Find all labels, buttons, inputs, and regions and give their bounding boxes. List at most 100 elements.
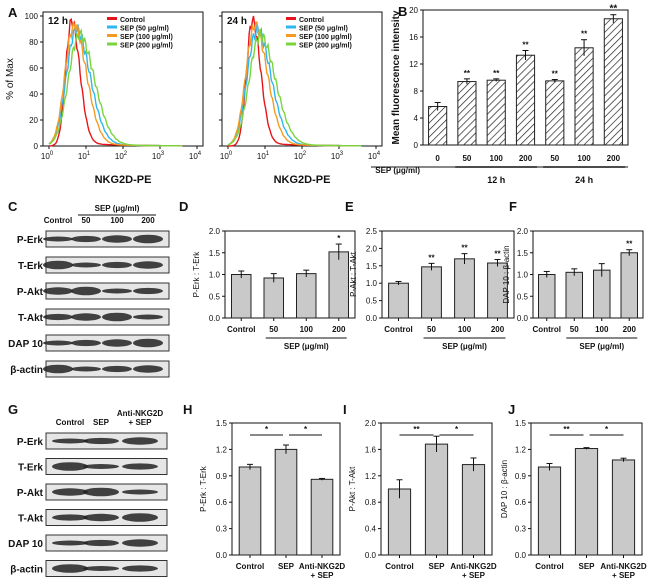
x-tick-label: Control [535,562,563,571]
bar-chart-B: 0 4 8 12 16 20 ** ** ** ** ** ** SEP (μg/ml) 0 50 100 20… [371,4,629,185]
legend-swatch [286,34,296,37]
y-tick-label: 1.2 [216,445,228,454]
blot-band [122,437,158,445]
y-tick-label: 20 [409,6,418,15]
bar [388,282,409,319]
significance-marker: ** [428,253,435,262]
blot-band [83,464,119,469]
bar [296,273,317,319]
x-tick-label: 0 [435,154,440,163]
y-tick-label: 1.5 [366,262,378,271]
blot-band [122,489,158,495]
x-tick-label: 103 [331,151,344,161]
y-tick-label: 2.0 [365,419,377,428]
x-axis-label: SEP (μg/ml) [579,342,624,351]
x-axis-label: SEP (μg/ml) [442,342,487,351]
y-tick-label: 1.5 [517,249,529,258]
protein-label: T-Akt [18,514,44,525]
x-tick-label: 50 [269,325,278,334]
blot-band [71,339,101,347]
y-tick-label: 0.5 [517,292,529,301]
y-tick-label: 16 [409,33,418,42]
panel-letter: H [183,402,192,417]
y-tick-label: 0 [34,142,39,151]
x-tick-label: 100 [300,325,314,334]
histogram-curve [48,28,183,147]
legend-label: Control [299,17,324,24]
legend-swatch [107,34,117,37]
x-tick-label: 100 [458,325,472,334]
x-tick-label: Control [236,562,264,571]
bar [274,448,298,556]
y-tick-label: 1.5 [209,249,221,258]
blot-band [133,234,163,244]
lane-label: Control [44,216,72,225]
x-axis-label: NKG2D-PE [95,174,152,186]
western-blot-C: C SEP (μg/ml) Control 50 100 200 P-Erk T-Erk P-A… [8,199,170,378]
legend-swatch [286,17,296,20]
y-tick-label: 1.0 [209,271,221,280]
blot-band [102,288,132,294]
y-tick-label: 100 [25,12,39,21]
y-tick-label: 1.2 [515,445,527,454]
bar [231,274,252,319]
legend-swatch [286,42,296,46]
y-tick-label: 0.0 [515,551,527,560]
blot-band [52,514,88,521]
blot-band [122,513,158,522]
protein-label: P-Akt [17,287,44,298]
x-tick-label: 200 [623,325,637,334]
x-tick-label: 102 [115,151,128,161]
panel-letter: B [398,4,407,19]
x-tick-label: SEP [278,562,295,571]
bar [328,251,349,319]
bar [620,252,638,319]
y-tick-label: 40 [29,90,38,99]
plot-frame [381,230,515,319]
panel-letter: D [179,199,188,214]
y-axis-label: P-Akt : T-Akt [349,251,358,297]
significance-marker: * [265,425,269,434]
protein-label: β-actin [10,565,43,576]
bar [428,106,448,146]
y-axis-label: P-Erk : T-Erk [192,251,201,298]
significance-marker: ** [464,69,471,78]
blot-band [83,539,119,547]
x-tick-label: 100 [577,154,591,163]
bar [515,54,536,146]
bar [263,277,284,319]
y-tick-label: 60 [29,64,38,73]
x-axis-label: SEP (μg/ml) [284,342,329,351]
y-tick-label: 0.5 [366,297,378,306]
significance-marker: * [337,234,341,243]
panel-letter: A [8,5,18,20]
legend-swatch [286,25,296,29]
x-tick-label: 100 [595,325,609,334]
y-tick-label: 12 [409,60,418,69]
protein-label: P-Akt [17,488,44,499]
y-tick-label: 4 [414,114,419,123]
blot-band [43,340,73,346]
x-tick-label: 100 [41,151,54,161]
blot-band [43,313,73,321]
blot-band [102,365,132,373]
x-axis-label: NKG2D-PE [274,174,331,186]
bar-chart-J: 0.0 0.3 0.6 0.9 1.2 1.5 Control SEP Anti-NKG2D+ … [500,402,647,580]
bar [611,459,636,556]
x-tick-label: 200 [332,325,346,334]
histogram-curve [227,28,362,147]
blot-band [83,566,119,571]
significance-marker: * [304,425,308,434]
blot-band [52,564,88,573]
blot-band [122,539,158,547]
blot-band [43,236,73,242]
bar [565,271,583,319]
y-axis-label: Mean fluorescence intensity [391,10,402,144]
time-label: 24 h [227,16,247,27]
bar [537,466,562,556]
y-tick-label: 0.3 [216,525,228,534]
lane-label: 200 [141,216,155,225]
blot-band [52,488,88,496]
significance-marker: ** [461,244,468,253]
protein-label: P-Erk [17,235,44,246]
